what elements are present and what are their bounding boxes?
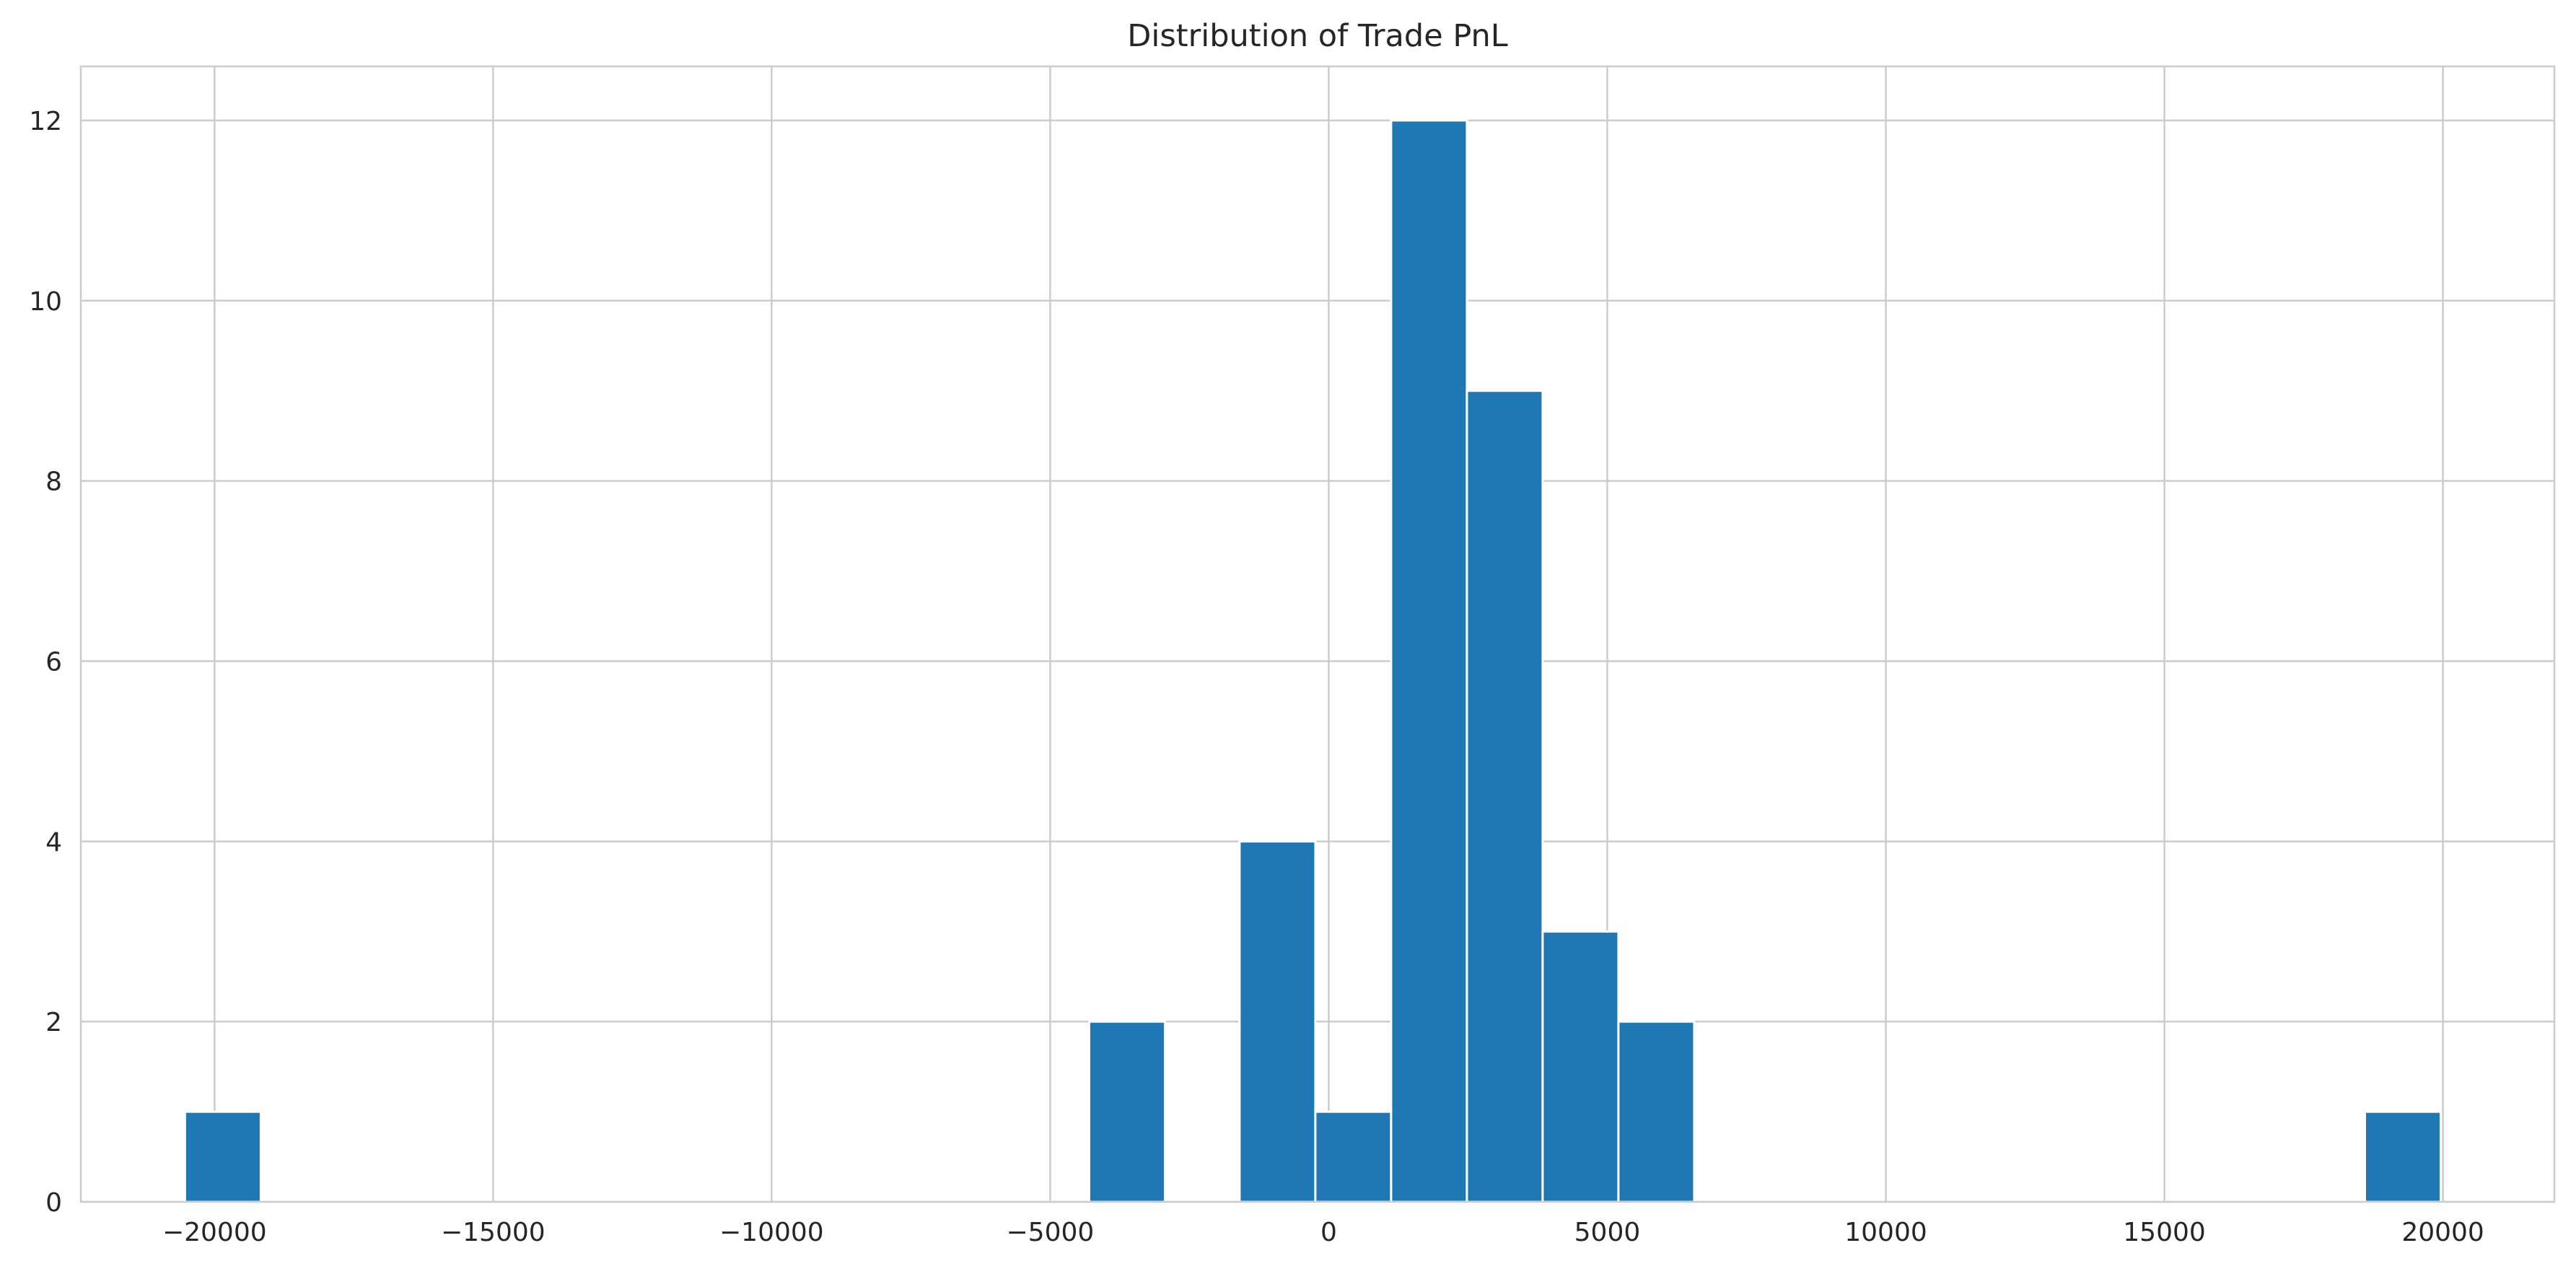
y-tick-label: 4 [45,827,62,857]
x-tick-label: 10000 [1844,1218,1927,1247]
histogram-bars [183,119,2442,1203]
y-tick-label: 6 [45,647,62,677]
histogram-bar [1541,930,1620,1203]
x-tick-label: −20000 [162,1218,267,1247]
histogram-bar [1390,119,1468,1203]
y-tick-label: 10 [29,287,62,317]
histogram-bar [183,1110,262,1203]
x-tick-label: 0 [1320,1218,1337,1247]
histogram-bar [1087,1020,1166,1203]
chart-title: Distribution of Trade PnL [1127,18,1507,54]
y-axis-ticks: 0 2 4 6 8 10 12 [29,107,62,1218]
histogram-bar [1617,1020,1696,1203]
x-tick-label: −5000 [1007,1218,1095,1247]
plot-area-frame [79,65,2556,1203]
x-tick-label: −15000 [441,1218,546,1247]
x-axis-ticks: −20000 −15000 −10000 −5000 0 5000 10000 15000 20… [162,1218,2484,1247]
x-tick-label: 15000 [2123,1218,2206,1247]
histogram-bar [1238,840,1317,1203]
x-tick-label: −10000 [719,1218,824,1247]
y-tick-label: 12 [29,107,62,136]
histogram-bar [2363,1110,2442,1203]
y-tick-label: 8 [45,467,62,497]
y-tick-label: 0 [45,1188,62,1218]
histogram-bar [1466,390,1544,1203]
x-tick-label: 5000 [1574,1218,1641,1247]
x-tick-label: 20000 [2401,1218,2484,1247]
histogram-bar [1314,1110,1393,1203]
y-tick-label: 2 [45,1008,62,1037]
